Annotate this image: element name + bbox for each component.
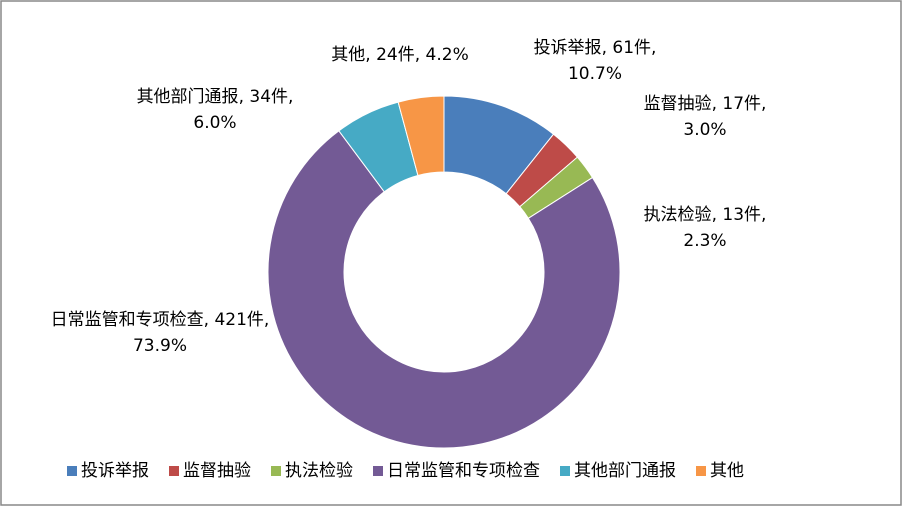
label-percent: 2.3% [683, 231, 726, 251]
donut-slice [267, 130, 621, 449]
legend-label: 日常监管和专项检查 [387, 461, 540, 481]
data-label: 其他部门通报, 34件, [137, 87, 294, 107]
data-label: 其他, 24件, 4.2% [331, 45, 468, 65]
legend-swatch [67, 466, 77, 476]
data-label: 73.9% [133, 336, 187, 356]
label-count: 34件 [249, 87, 288, 107]
label-separator: , [204, 310, 215, 330]
label-separator: , [239, 87, 250, 107]
label-separator: , [602, 38, 613, 58]
label-separator: , [288, 87, 293, 107]
legend-label: 监督抽验 [183, 461, 251, 481]
label-separator: , [712, 205, 723, 225]
label-count: 24件 [376, 45, 415, 65]
label-separator: , [761, 94, 766, 114]
data-label: 2.3% [683, 231, 726, 251]
label-category: 执法检验 [644, 205, 712, 225]
donut-slice [397, 95, 445, 177]
legend-swatch [696, 466, 706, 476]
label-category: 投诉举报 [534, 38, 602, 58]
legend-label: 其他部门通报 [574, 461, 676, 481]
label-percent: 10.7% [568, 64, 622, 84]
label-count: 61件 [612, 38, 651, 58]
label-separator: , [264, 310, 269, 330]
label-count: 17件 [722, 94, 761, 114]
data-label: 3.0% [683, 120, 726, 140]
label-separator: , [415, 45, 426, 65]
legend-label: 投诉举报 [81, 461, 149, 481]
label-percent: 3.0% [683, 120, 726, 140]
label-count: 421件 [214, 310, 263, 330]
label-category: 监督抽验 [644, 94, 712, 114]
legend-swatch [373, 466, 383, 476]
legend-swatch [169, 466, 179, 476]
data-label: 6.0% [193, 113, 236, 133]
data-label: 10.7% [568, 64, 622, 84]
label-category: 其他 [331, 45, 365, 65]
data-label: 监督抽验, 17件, [644, 94, 767, 114]
label-percent: 6.0% [193, 113, 236, 133]
legend-swatch [271, 466, 281, 476]
data-label: 投诉举报, 61件, [534, 38, 657, 58]
data-label: 日常监管和专项检查, 421件, [51, 310, 270, 330]
label-percent: 73.9% [133, 336, 187, 356]
label-separator: , [712, 94, 723, 114]
label-count: 13件 [722, 205, 761, 225]
label-separator: , [651, 38, 656, 58]
label-category: 日常监管和专项检查 [51, 310, 204, 330]
legend-label: 执法检验 [285, 461, 353, 481]
label-separator: , [365, 45, 376, 65]
label-percent: 4.2% [426, 45, 469, 65]
label-separator: , [761, 205, 766, 225]
data-label: 执法检验, 13件, [644, 205, 767, 225]
label-category: 其他部门通报 [137, 87, 239, 107]
legend-label: 其他 [710, 461, 744, 481]
legend-swatch [560, 466, 570, 476]
